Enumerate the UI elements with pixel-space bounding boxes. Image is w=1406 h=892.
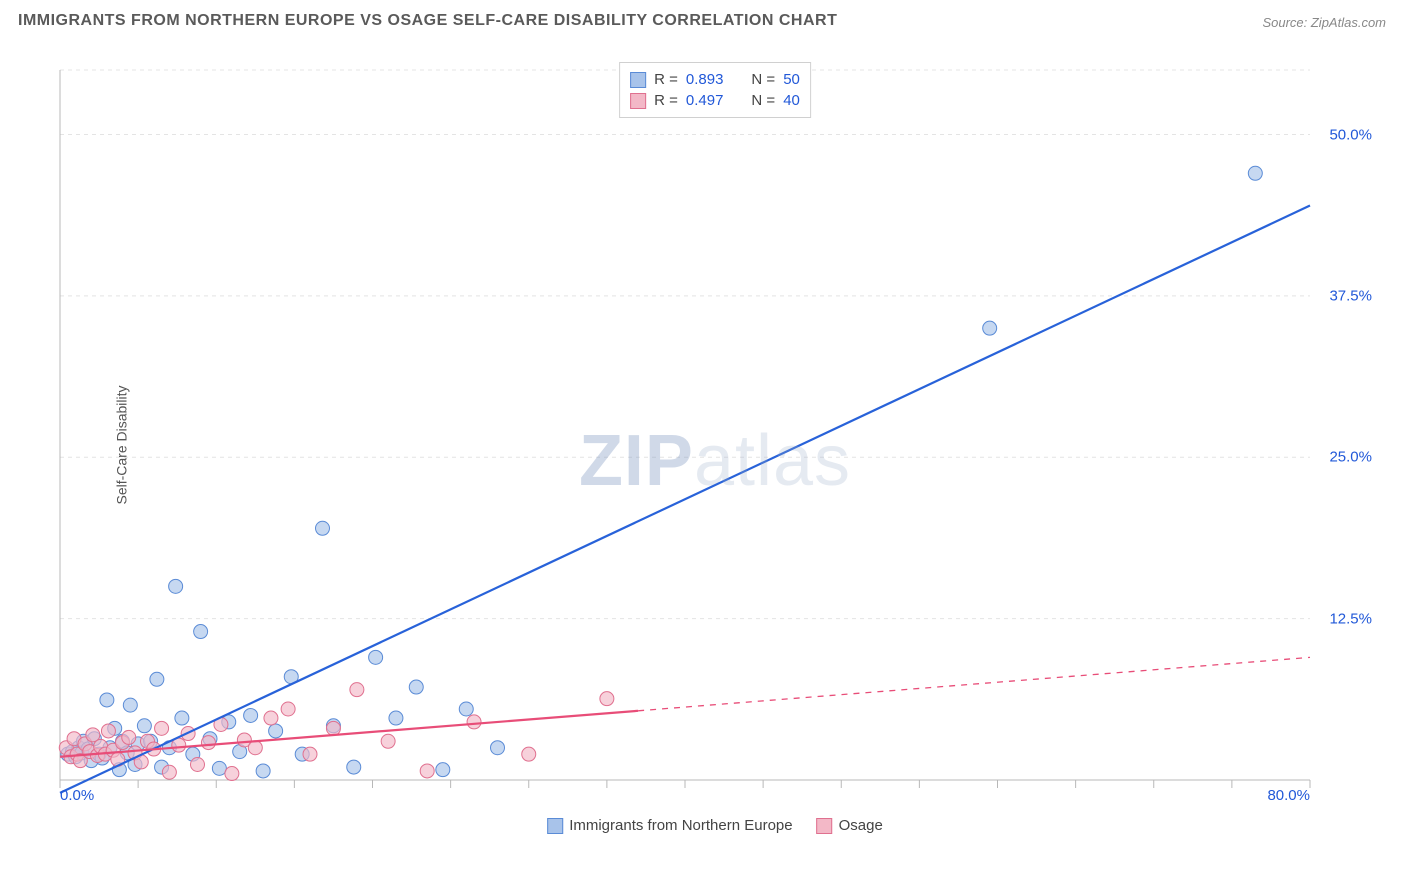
legend-swatch <box>630 93 646 109</box>
scatter-plot <box>50 60 1380 830</box>
x-tick-label: 0.0% <box>60 787 94 804</box>
legend-stat-row: R = 0.497 N = 40 <box>630 90 800 111</box>
x-tick-label: 80.0% <box>1267 787 1310 804</box>
legend-n-label: N = <box>751 71 775 88</box>
chart-container: Self-Care Disability ZIPatlas R = 0.893N… <box>50 60 1380 830</box>
y-tick-label: 25.0% <box>1329 449 1372 466</box>
legend-r-label: R = <box>654 92 678 109</box>
legend-swatch <box>817 818 833 834</box>
legend-series-label: Immigrants from Northern Europe <box>569 817 792 834</box>
legend-series-label: Osage <box>839 817 883 834</box>
legend-stats: R = 0.893 N = 50 R = 0.497 N = 40 <box>619 62 811 118</box>
source-attribution: Source: ZipAtlas.com <box>1262 15 1386 30</box>
legend-n-value: 40 <box>783 92 800 109</box>
y-tick-label: 37.5% <box>1329 287 1372 304</box>
legend-stat-row: R = 0.893 N = 50 <box>630 69 800 90</box>
chart-title: IMMIGRANTS FROM NORTHERN EUROPE VS OSAGE… <box>18 12 837 30</box>
y-tick-label: 12.5% <box>1329 610 1372 627</box>
legend-series: Immigrants from Northern Europe Osage <box>547 817 883 834</box>
legend-r-value: 0.893 <box>686 71 724 88</box>
y-axis-label: Self-Care Disability <box>114 385 130 504</box>
legend-n-value: 50 <box>783 71 800 88</box>
legend-series-item: Immigrants from Northern Europe <box>547 817 792 834</box>
y-tick-label: 50.0% <box>1329 126 1372 143</box>
legend-n-label: N = <box>751 92 775 109</box>
legend-r-label: R = <box>654 71 678 88</box>
legend-swatch <box>547 818 563 834</box>
legend-series-item: Osage <box>817 817 883 834</box>
legend-swatch <box>630 72 646 88</box>
legend-r-value: 0.497 <box>686 92 724 109</box>
